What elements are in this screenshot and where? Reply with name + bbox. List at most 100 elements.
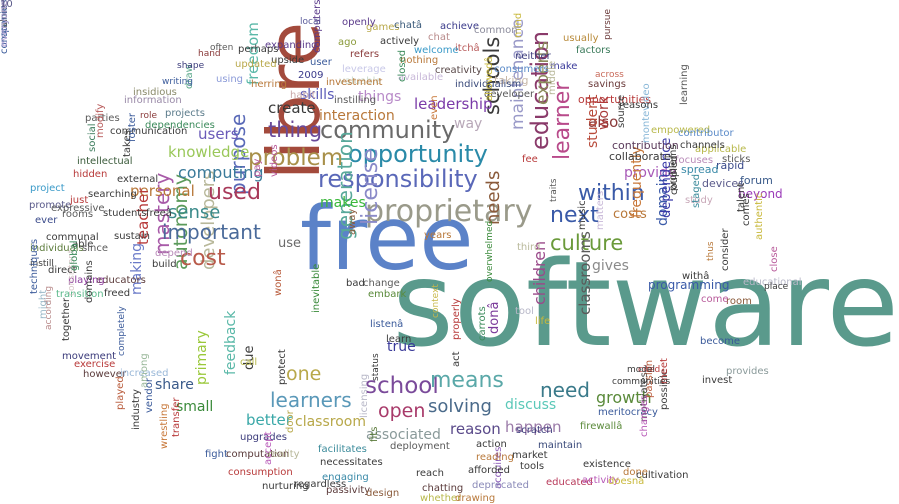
cloud-word-embark: embark xyxy=(368,289,407,300)
cloud-word-making: making xyxy=(129,243,145,295)
cloud-word-savings: savings xyxy=(588,79,626,90)
cloud-word-factors: factors xyxy=(576,45,611,56)
cloud-word-third: third xyxy=(517,242,541,253)
cloud-word-market: market xyxy=(512,450,548,461)
cloud-word-close: close xyxy=(769,246,780,272)
cloud-word-authentic: authentic xyxy=(754,192,765,240)
cloud-word-parties: parties xyxy=(85,113,120,124)
cloud-word-opportunities: opportunities xyxy=(578,93,652,106)
cloud-word-culture: culture xyxy=(550,231,624,255)
cloud-word-activity: activity xyxy=(582,475,619,486)
cloud-word-fee: fee xyxy=(522,154,538,165)
cloud-word-computation: computation xyxy=(226,449,290,460)
cloud-word-scratch: scratch xyxy=(516,425,553,436)
cloud-word-licensing: licensing xyxy=(359,373,370,418)
cloud-word-pursue: pursue xyxy=(603,8,613,40)
cloud-word-share: share xyxy=(155,377,194,393)
cloud-word-domains: domains xyxy=(84,260,95,303)
cloud-word-invest: invest xyxy=(702,375,733,386)
cloud-word-educational: educational xyxy=(743,277,802,288)
cloud-word-carrots: carrots xyxy=(477,306,488,341)
cloud-word-cost: cost xyxy=(180,246,226,271)
cloud-word-true: true xyxy=(387,339,416,355)
cloud-word-don: donâ xyxy=(487,301,502,334)
cloud-word-forum: forum xyxy=(740,174,773,187)
cloud-word-overwhelmed: overwhelmed xyxy=(485,220,495,282)
cloud-word-users: users xyxy=(198,125,239,143)
cloud-word-protect: protect xyxy=(277,349,288,385)
cloud-word-actively: actively xyxy=(380,36,420,47)
cloud-word-videos: videos xyxy=(269,144,280,177)
cloud-word-movement: movement xyxy=(62,351,117,362)
cloud-word-leverage: leverage xyxy=(342,64,386,75)
cloud-word-means: means xyxy=(430,368,504,393)
cloud-word-information: information xyxy=(124,95,182,106)
cloud-word-make: make xyxy=(550,61,578,72)
cloud-word-applicable: applicable xyxy=(695,144,747,155)
cloud-word-devices: devices xyxy=(702,177,744,190)
cloud-word-solving: solving xyxy=(428,396,492,417)
cloud-word-provides: provides xyxy=(726,366,769,377)
cloud-word-become: become xyxy=(700,336,741,347)
cloud-word-whether: whether xyxy=(420,493,462,504)
cloud-word-programming: programming xyxy=(648,278,730,292)
cloud-word-tool: tool xyxy=(515,306,534,317)
cloud-word-context: context xyxy=(431,284,441,318)
cloud-word-away: away xyxy=(347,208,358,235)
cloud-word-upgrades: upgrades xyxy=(240,432,287,443)
cloud-word-searching: searching xyxy=(88,189,137,200)
cloud-word-consumers: consumers xyxy=(494,64,549,75)
cloud-word-listen: listenâ xyxy=(370,319,404,330)
cloud-word-exercise: exercise xyxy=(74,359,116,370)
cloud-word-meritocracy: meritocracy xyxy=(598,407,658,418)
cloud-word-talent: talent xyxy=(736,182,747,212)
cloud-word-sense: sense xyxy=(168,202,221,223)
cloud-word-2009: 2009 xyxy=(298,70,324,81)
cloud-word-itch: itchâ xyxy=(455,43,480,54)
cloud-word-act: act xyxy=(451,351,462,367)
cloud-word-allowed: allowedâ xyxy=(484,56,495,101)
cloud-word-problem: problem xyxy=(248,145,344,171)
cloud-word-makes: makes xyxy=(320,195,366,211)
cloud-word-cited: cited xyxy=(638,365,661,375)
cloud-word-dependencies: dependencies xyxy=(145,120,215,131)
cloud-word-won: wonâ xyxy=(273,269,284,296)
cloud-word-open: open xyxy=(378,400,426,422)
cloud-word-computing: computing xyxy=(178,163,264,182)
cloud-word-developer: developer xyxy=(484,89,535,100)
cloud-word-place: place xyxy=(764,282,789,292)
cloud-word-status: status xyxy=(371,353,381,381)
cloud-word-instill: instill xyxy=(30,259,54,269)
cloud-word-opportunity: opportunity xyxy=(348,140,488,168)
cloud-word-chat: chat xyxy=(428,32,450,43)
cloud-word-takes: takes xyxy=(122,130,133,157)
cloud-word-passivity: passivity xyxy=(326,485,371,496)
cloud-word-available: available xyxy=(398,72,444,83)
cloud-word-10: 10 xyxy=(0,0,13,10)
cloud-word-done: done xyxy=(623,467,648,478)
cloud-word-direct: direct xyxy=(48,265,77,276)
cloud-word-since: since xyxy=(82,243,108,254)
cloud-word-door: door xyxy=(285,410,296,433)
cloud-word-software: software xyxy=(392,235,899,373)
cloud-word-engaging: engaging xyxy=(322,472,369,483)
cloud-word-drawing: drawing xyxy=(455,493,496,504)
cloud-word-fits: fits xyxy=(369,426,380,442)
cloud-word-change: change xyxy=(363,278,400,289)
cloud-word-often: often xyxy=(210,43,234,53)
cloud-word-ago: ago xyxy=(338,37,357,48)
cloud-word-thus: thus xyxy=(706,241,716,261)
cloud-word-deployment: deployment xyxy=(390,441,450,452)
cloud-word-reading: reading xyxy=(476,452,514,463)
cloud-word-personal: personal xyxy=(130,182,195,200)
cloud-word-herring: herring xyxy=(251,79,288,90)
cloud-word-life: life xyxy=(535,316,551,327)
cloud-word-however: however xyxy=(83,369,126,380)
cloud-word-contributor: contributor xyxy=(678,128,734,139)
cloud-word-use: use xyxy=(278,236,302,251)
cloud-word-together: together xyxy=(61,297,72,341)
cloud-word-across: across xyxy=(595,70,624,80)
cloud-word-welcome: welcome xyxy=(414,45,459,56)
cloud-word-call: call xyxy=(240,357,258,368)
cloud-word-completely: completely xyxy=(117,306,127,356)
